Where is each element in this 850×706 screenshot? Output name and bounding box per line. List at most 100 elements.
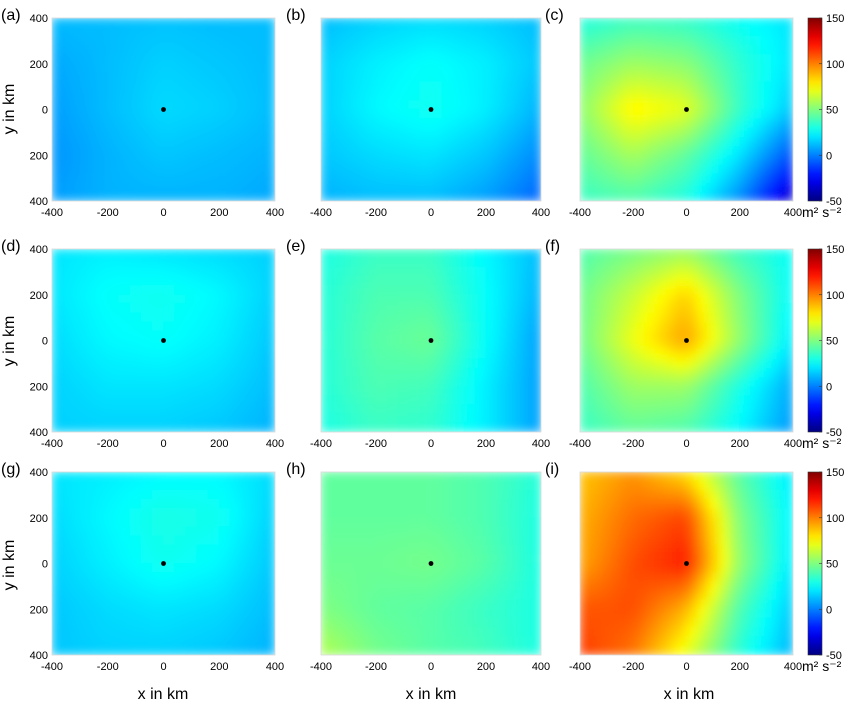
heatmap-cell xyxy=(331,645,344,655)
heatmap-cell xyxy=(52,182,64,193)
heatmap-cell xyxy=(52,285,64,296)
heatmap-cell xyxy=(696,321,709,332)
panel-h: -400 -200 0 200 400(h) xyxy=(286,461,550,673)
heatmap-cell xyxy=(707,599,719,610)
heatmap-cell xyxy=(441,81,454,92)
heatmap-cell xyxy=(84,645,98,655)
heatmap-cell xyxy=(622,517,634,528)
heatmap-cell xyxy=(118,517,131,528)
heatmap-cell xyxy=(686,498,698,510)
heatmap-cell xyxy=(364,472,377,482)
heatmap-cell xyxy=(107,257,120,268)
heatmap-cell xyxy=(62,376,75,387)
heatmap-cell xyxy=(96,63,109,74)
heatmap-cell xyxy=(654,35,666,46)
heatmap-cell xyxy=(218,422,231,432)
heatmap-cell xyxy=(386,340,399,351)
heatmap-cell xyxy=(696,404,709,415)
heatmap-cell xyxy=(675,349,687,360)
heatmap-cell xyxy=(73,109,86,120)
heatmap-cell xyxy=(643,54,656,65)
heatmap-cell xyxy=(632,72,645,83)
heatmap-cell xyxy=(696,90,709,101)
heatmap-cell xyxy=(375,413,388,424)
heatmap-cell xyxy=(185,182,198,193)
x-tick-label: -400 xyxy=(41,438,63,450)
heatmap-cell xyxy=(151,63,164,74)
heatmap-cell xyxy=(452,517,465,528)
x-axis-label-col-3: x in km xyxy=(664,686,715,703)
heatmap-cell xyxy=(263,81,275,92)
heatmap-cell xyxy=(463,535,476,546)
heatmap-cell xyxy=(728,145,741,156)
heatmap-cell xyxy=(496,35,509,46)
heatmap-cell xyxy=(771,385,783,396)
heatmap-cell xyxy=(728,480,741,491)
heatmap-cell xyxy=(353,340,366,351)
heatmap-cell xyxy=(452,191,465,201)
heatmap-cell xyxy=(518,321,531,332)
heatmap-cell xyxy=(580,35,592,46)
heatmap-cell xyxy=(749,99,762,110)
heatmap-cell xyxy=(728,257,741,268)
heatmap-cell xyxy=(342,581,355,592)
heatmap-cell xyxy=(430,163,443,175)
heatmap-cell xyxy=(496,81,509,92)
heatmap-cell xyxy=(107,249,120,259)
heatmap-cell xyxy=(419,385,432,396)
colorbar-tick-label: 0 xyxy=(826,150,832,162)
heatmap-cell xyxy=(241,572,254,583)
heatmap-cell xyxy=(771,581,783,592)
heatmap-cell xyxy=(728,18,741,28)
heatmap-cell xyxy=(218,590,231,601)
heatmap-cell xyxy=(84,526,98,537)
heatmap-cell xyxy=(580,266,592,277)
heatmap-cell xyxy=(163,563,176,574)
heatmap-cell xyxy=(463,358,476,369)
heatmap-cell xyxy=(375,163,388,175)
heatmap-cell xyxy=(643,266,656,277)
heatmap-cell xyxy=(675,489,687,500)
heatmap-cell xyxy=(241,608,254,619)
heatmap-cell xyxy=(507,54,520,65)
heatmap-cell xyxy=(496,154,509,165)
heatmap-cell xyxy=(84,349,98,360)
heatmap-cell xyxy=(397,572,410,583)
heatmap-cell xyxy=(84,266,98,277)
heatmap-cell xyxy=(507,109,520,120)
heatmap-cell xyxy=(686,608,698,619)
heatmap-cell xyxy=(252,563,265,574)
heatmap-cell xyxy=(496,394,509,406)
heatmap-cell xyxy=(771,257,783,268)
heatmap-cell xyxy=(717,608,730,619)
heatmap-cell xyxy=(196,109,209,120)
heatmap-cell xyxy=(463,645,476,655)
heatmap-cell xyxy=(632,321,645,332)
heatmap-cell xyxy=(52,508,64,519)
heatmap-cell xyxy=(163,312,176,323)
heatmap-cell xyxy=(507,145,520,156)
heatmap-cell xyxy=(174,136,187,147)
heatmap-cell xyxy=(151,636,164,647)
heatmap-cell xyxy=(664,404,677,415)
heatmap-cell xyxy=(252,145,265,156)
heatmap-cell xyxy=(664,480,677,491)
heatmap-cell xyxy=(474,109,487,120)
heatmap-cell xyxy=(321,136,333,147)
heatmap-cell xyxy=(707,376,719,387)
heatmap-cell xyxy=(654,480,666,491)
heatmap-cell xyxy=(129,109,142,120)
heatmap-cell xyxy=(52,535,64,546)
heatmap-cell xyxy=(707,385,719,396)
heatmap-cell xyxy=(474,182,487,193)
heatmap-cell xyxy=(675,367,687,378)
heatmap-cell xyxy=(207,81,220,92)
heatmap-cell xyxy=(675,285,687,296)
heatmap-cell xyxy=(342,489,355,500)
heatmap-cell xyxy=(675,257,687,268)
heatmap-cell xyxy=(342,535,355,546)
heatmap-cell xyxy=(62,173,75,184)
heatmap-cell xyxy=(518,553,531,564)
heatmap-cell xyxy=(185,508,198,519)
heatmap-cell xyxy=(386,249,399,259)
